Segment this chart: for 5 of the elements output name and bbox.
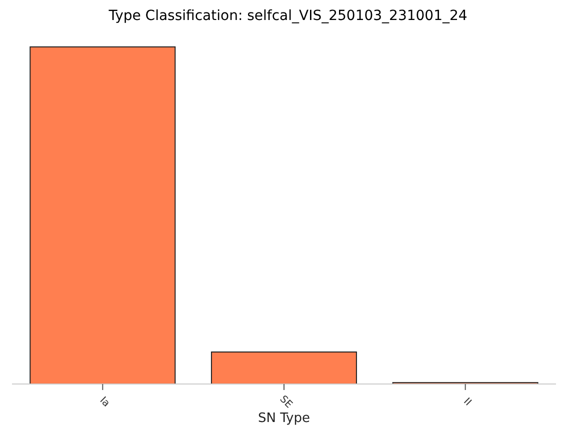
x-tick-label: Ia bbox=[97, 395, 112, 410]
chart-title: Type Classification: selfcal_VIS_250103_231001_24 bbox=[108, 8, 468, 26]
x-tick-label: II bbox=[461, 396, 474, 408]
x-axis-title: SN Type bbox=[258, 411, 310, 426]
x-tick-label: SE bbox=[277, 394, 294, 411]
